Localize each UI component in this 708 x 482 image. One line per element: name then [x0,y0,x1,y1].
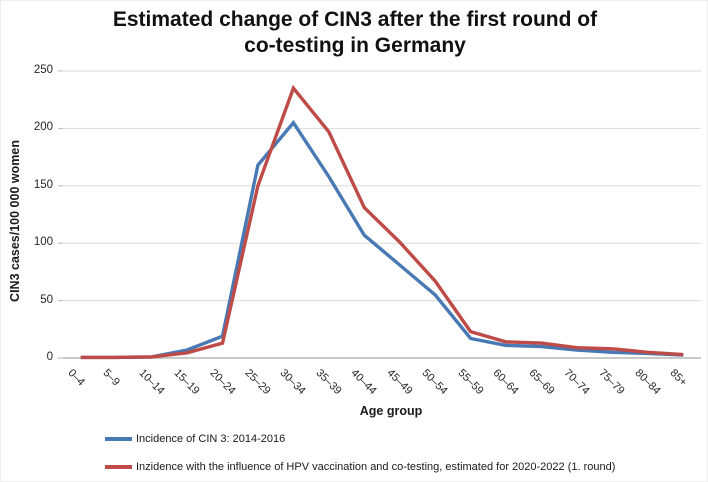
series-line-1 [80,84,684,360]
series-line-0 [80,119,684,360]
legend-line-swatch-blue [105,437,132,441]
legend-label: Incidence of CIN 3: 2014-2016 [136,433,286,445]
legend-item-estimated-2020-2022: Inzidence with the influence of HPV vacc… [105,460,615,474]
legend-label: Inzidence with the influence of HPV vacc… [136,461,616,473]
chart-title: Estimated change of CIN3 after the first… [112,8,598,57]
legend-item-incidence-2014-2016: Incidence of CIN 3: 2014-2016 [105,432,285,446]
legend-line-swatch-red [105,465,132,469]
